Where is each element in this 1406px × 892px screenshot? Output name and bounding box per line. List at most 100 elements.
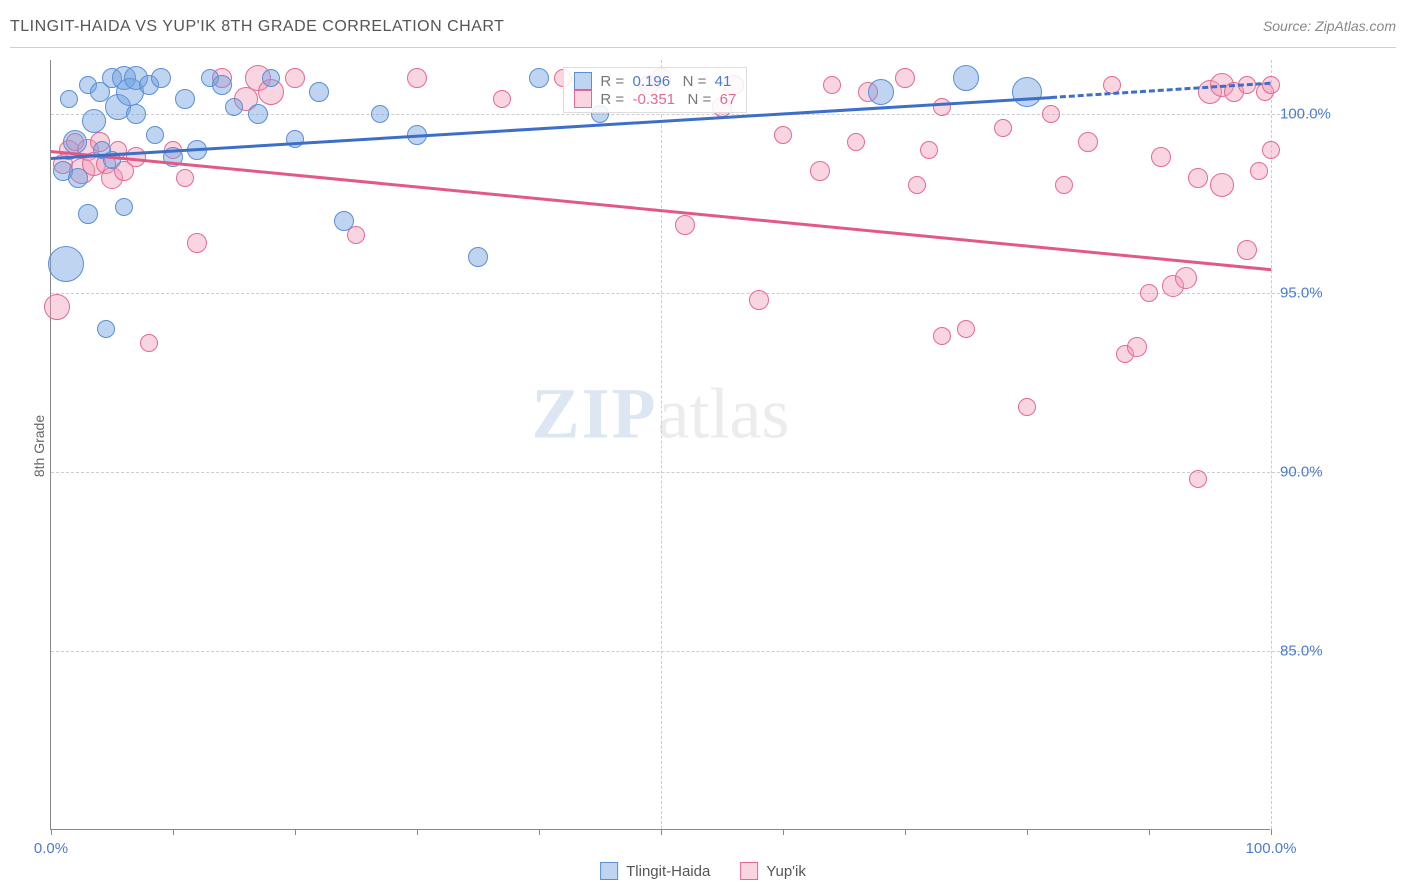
data-point (920, 141, 938, 159)
series-legend: Tlingit-Haida Yup'ik (600, 862, 806, 880)
data-point (371, 105, 389, 123)
data-point (48, 246, 84, 282)
gridline-h (51, 293, 1320, 294)
data-point (749, 290, 769, 310)
data-point (1250, 162, 1268, 180)
legend-item-tlingit: Tlingit-Haida (600, 862, 710, 880)
gridline-h (51, 472, 1320, 473)
data-point (44, 294, 70, 320)
data-point (1018, 398, 1036, 416)
data-point (1262, 141, 1280, 159)
x-tick (295, 829, 296, 835)
data-point (248, 104, 268, 124)
data-point (1210, 173, 1234, 197)
data-point (1127, 337, 1147, 357)
data-point (309, 82, 329, 102)
y-tick-label: 100.0% (1280, 105, 1350, 122)
data-point (1042, 105, 1060, 123)
data-point (176, 169, 194, 187)
data-point (933, 327, 951, 345)
data-point (407, 68, 427, 88)
data-point (1055, 176, 1073, 194)
data-point (225, 98, 243, 116)
x-tick (905, 829, 906, 835)
data-point (1188, 168, 1208, 188)
data-point (82, 109, 106, 133)
data-point (78, 204, 98, 224)
trend-line (51, 96, 1052, 160)
x-tick (1149, 829, 1150, 835)
data-point (140, 334, 158, 352)
data-point (1078, 132, 1098, 152)
data-point (994, 119, 1012, 137)
data-point (468, 247, 488, 267)
title-bar: TLINGIT-HAIDA VS YUP'IK 8TH GRADE CORREL… (10, 18, 1396, 48)
stats-text: R = 0.196 N = 41 (600, 73, 731, 90)
data-point (115, 198, 133, 216)
y-tick-label: 95.0% (1280, 284, 1350, 301)
data-point (1140, 284, 1158, 302)
data-point (1151, 147, 1171, 167)
data-point (151, 68, 171, 88)
data-point (895, 68, 915, 88)
legend-swatch-yupik (740, 862, 758, 880)
stats-row: R = 0.196 N = 41 (574, 72, 736, 90)
data-point (529, 68, 549, 88)
scatter-plot: ZIPatlas 85.0%90.0%95.0%100.0%0.0%100.0%… (50, 60, 1270, 830)
data-point (212, 75, 232, 95)
x-tick-label: 100.0% (1246, 840, 1297, 857)
legend-swatch-tlingit (600, 862, 618, 880)
gridline-v (1271, 60, 1272, 829)
y-axis-label: 8th Grade (31, 415, 47, 477)
data-point (187, 233, 207, 253)
x-tick (1027, 829, 1028, 835)
data-point (823, 76, 841, 94)
gridline-h (51, 114, 1320, 115)
data-point (68, 168, 88, 188)
x-tick (51, 829, 52, 835)
data-point (175, 89, 195, 109)
data-point (1012, 77, 1042, 107)
stats-swatch (574, 72, 592, 90)
stats-text: R = -0.351 N = 67 (600, 91, 736, 108)
data-point (262, 69, 280, 87)
data-point (285, 68, 305, 88)
data-point (97, 320, 115, 338)
x-tick (783, 829, 784, 835)
x-tick (417, 829, 418, 835)
x-tick (1271, 829, 1272, 835)
data-point (957, 320, 975, 338)
x-tick (173, 829, 174, 835)
data-point (1175, 267, 1197, 289)
x-tick (539, 829, 540, 835)
data-point (933, 98, 951, 116)
data-point (334, 211, 354, 231)
data-point (675, 215, 695, 235)
gridline-v (661, 60, 662, 829)
data-point (1237, 240, 1257, 260)
data-point (60, 90, 78, 108)
y-tick-label: 85.0% (1280, 642, 1350, 659)
data-point (953, 65, 979, 91)
data-point (847, 133, 865, 151)
legend-label-tlingit: Tlingit-Haida (626, 863, 710, 880)
data-point (868, 79, 894, 105)
data-point (774, 126, 792, 144)
data-point (1189, 470, 1207, 488)
x-tick-label: 0.0% (34, 840, 68, 857)
data-point (493, 90, 511, 108)
legend-label-yupik: Yup'ik (766, 863, 806, 880)
legend-item-yupik: Yup'ik (740, 862, 806, 880)
source-label: Source: ZipAtlas.com (1263, 18, 1396, 34)
stats-swatch (574, 90, 592, 108)
data-point (146, 126, 164, 144)
stats-row: R = -0.351 N = 67 (574, 90, 736, 108)
gridline-h (51, 651, 1320, 652)
data-point (126, 104, 146, 124)
data-point (810, 161, 830, 181)
stats-legend: R = 0.196 N = 41R = -0.351 N = 67 (563, 67, 747, 113)
chart-title: TLINGIT-HAIDA VS YUP'IK 8TH GRADE CORREL… (10, 18, 504, 36)
x-tick (661, 829, 662, 835)
data-point (908, 176, 926, 194)
y-tick-label: 90.0% (1280, 463, 1350, 480)
